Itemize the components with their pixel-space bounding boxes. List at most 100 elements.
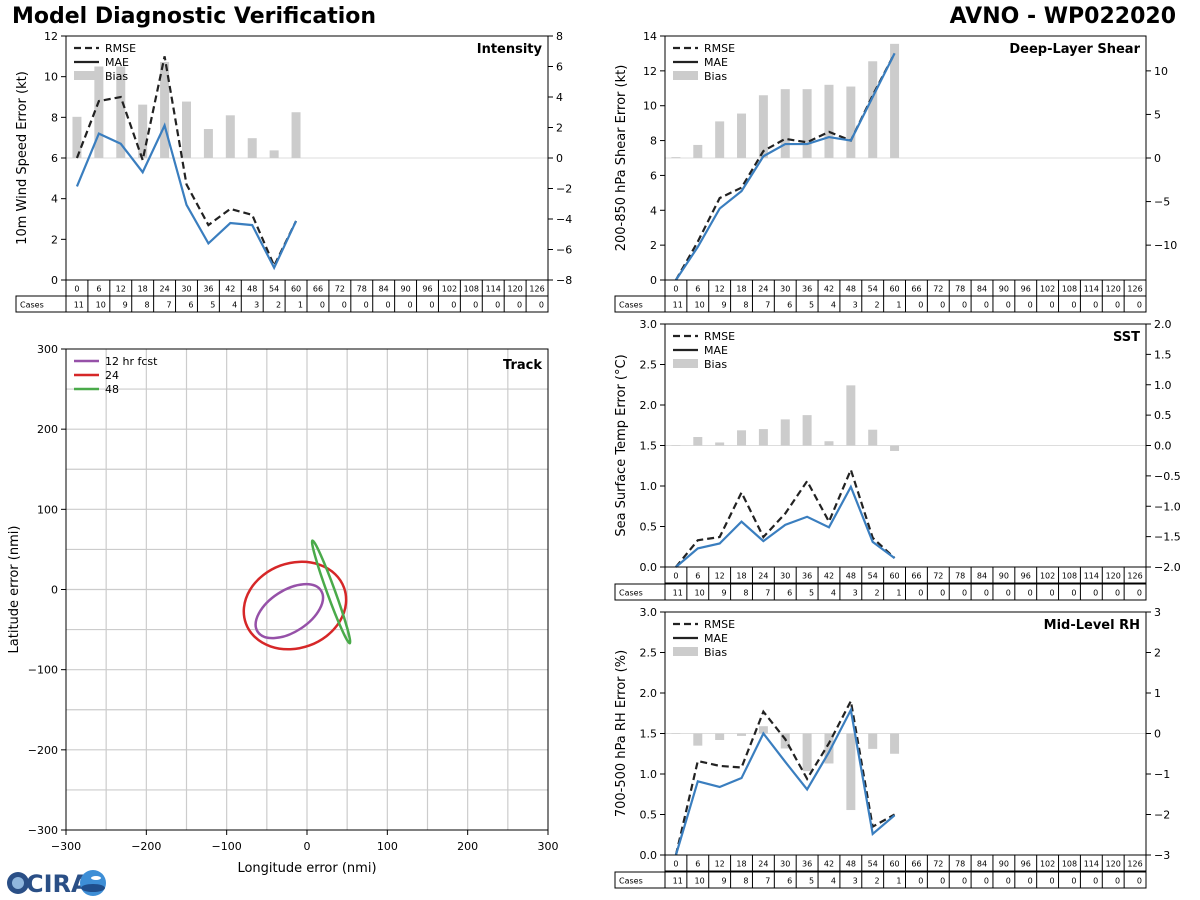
- shear-bias-bar: [802, 89, 812, 158]
- sst-cases-value: 0: [1071, 589, 1076, 598]
- rh-panel-title: Mid-Level RH: [1044, 618, 1140, 633]
- intensity-y2-tick-label: 8: [556, 30, 563, 43]
- rh-bias-bar: [693, 733, 703, 746]
- intensity-y-tick-label: 4: [51, 193, 58, 206]
- sst-y-tick-label: 1.5: [640, 440, 658, 453]
- sst-lead-time-label: 60: [889, 572, 899, 581]
- shear-y-tick-label: 8: [650, 135, 657, 148]
- shear-y-tick-label: 0: [650, 274, 657, 287]
- intensity-cases-value: 11: [74, 301, 84, 310]
- rh-lead-time-label: 78: [955, 860, 965, 869]
- rh-cases-value: 0: [1028, 877, 1033, 886]
- sst-bias-bar: [802, 415, 812, 446]
- sst-bias-bar: [824, 441, 834, 446]
- intensity-lead-time-label: 126: [529, 285, 544, 294]
- sst-cases-value: 0: [1028, 589, 1033, 598]
- shear-y-axis-label: 200-850 hPa Shear Error (kt): [614, 65, 629, 252]
- shear-y-tick-label: 14: [643, 30, 657, 43]
- cira-logo: CIRA: [7, 870, 106, 898]
- rh-bias-bar: [846, 733, 856, 811]
- sst-bias-bar: [715, 442, 725, 446]
- intensity-cases-value: 10: [96, 301, 106, 310]
- shear-y2-tick-label: −10: [1154, 239, 1177, 252]
- sst-lead-time-label: 42: [824, 572, 834, 581]
- shear-cases-value: 0: [1006, 301, 1011, 310]
- intensity-bias-bar: [72, 116, 82, 158]
- intensity-bias-bar: [138, 104, 148, 158]
- shear-cases-row: [614, 295, 1147, 313]
- rh-lead-time-label: 102: [1040, 860, 1055, 869]
- sst-y2-tick-label: −1.0: [1154, 500, 1181, 513]
- sst-lead-time-label: 84: [977, 572, 987, 581]
- rh-y-tick-label: 2.5: [640, 647, 658, 660]
- intensity-cases-value: 0: [364, 301, 369, 310]
- rh-lead-time-label: 114: [1084, 860, 1099, 869]
- intensity-lead-time-label: 108: [464, 285, 479, 294]
- rh-lead-time-label: 36: [802, 860, 812, 869]
- intensity-cases-label: Cases: [20, 301, 44, 310]
- track-ellipse-24hr: [242, 560, 348, 651]
- sst-lead-time-label: 18: [736, 572, 746, 581]
- shear-cases-value: 9: [721, 301, 726, 310]
- shear-y2-tick-label: 0: [1154, 152, 1161, 165]
- intensity-cases-value: 0: [539, 301, 544, 310]
- intensity-y-axis-label: 10m Wind Speed Error (kt): [15, 71, 30, 245]
- shear-bias-bar: [737, 113, 747, 158]
- intensity-lead-time-label: 78: [357, 285, 367, 294]
- rh-lead-time-label: 42: [824, 860, 834, 869]
- sst-cases-value: 0: [1115, 589, 1120, 598]
- track-y-tick-label: 300: [37, 343, 58, 356]
- track-x-tick-label: 300: [538, 840, 559, 853]
- shear-bias-bar: [715, 121, 725, 158]
- intensity-bias-bar: [182, 101, 191, 158]
- sst-y2-tick-label: −2.0: [1154, 561, 1181, 574]
- intensity-bias-bar: [203, 129, 213, 158]
- rh-lead-time-label: 60: [889, 860, 899, 869]
- track-y-tick-label: −200: [28, 744, 58, 757]
- sst-cases-value: 0: [984, 589, 989, 598]
- intensity-y2-tick-label: 2: [556, 122, 563, 135]
- intensity-lead-time-label: 90: [400, 285, 410, 294]
- shear-cases-value: 1: [896, 301, 901, 310]
- sst-mae-line: [675, 484, 896, 568]
- rh-y-axis-label: 700-500 hPa RH Error (%): [614, 650, 629, 817]
- rh-legend-rmse: RMSE: [704, 618, 735, 631]
- sst-bias-bar: [846, 385, 856, 446]
- shear-lead-time-label: 42: [824, 285, 834, 294]
- shear-bias-bar: [846, 86, 856, 158]
- rh-cases-value: 0: [1137, 877, 1142, 886]
- intensity-cases-value: 7: [166, 301, 171, 310]
- shear-y-tick-label: 6: [650, 169, 657, 182]
- rh-bias-bar: [671, 733, 681, 734]
- intensity-lead-time-label: 54: [269, 285, 279, 294]
- shear-cases-value: 0: [1093, 301, 1098, 310]
- shear-lead-time-label: 24: [758, 285, 768, 294]
- rh-y-tick-label: 3.0: [640, 606, 658, 619]
- intensity-mae-line: [75, 122, 298, 271]
- sst-lead-time-label: 126: [1127, 572, 1142, 581]
- track-legend-label: 24: [105, 369, 119, 382]
- intensity-cases-value: 0: [386, 301, 391, 310]
- intensity-lead-time-label: 114: [486, 285, 501, 294]
- rh-cases-value: 5: [809, 877, 814, 886]
- shear-y-tick-label: 2: [650, 239, 657, 252]
- intensity-bias-bar: [116, 66, 126, 158]
- intensity-lead-time-label: 84: [379, 285, 389, 294]
- intensity-y2-tick-label: −2: [556, 183, 572, 196]
- track-x-tick-label: 200: [457, 840, 478, 853]
- rh-rmse-line: [674, 697, 896, 856]
- rh-cases-value: 8: [743, 877, 748, 886]
- track-y-axis-label: Latitude error (nmi): [7, 526, 22, 654]
- shear-cases-value: 6: [787, 301, 792, 310]
- rh-y2-tick-label: −2: [1154, 809, 1170, 822]
- intensity-y2-tick-label: −8: [556, 274, 572, 287]
- rh-mae-line: [674, 706, 896, 856]
- rh-y2-tick-label: −3: [1154, 849, 1170, 862]
- intensity-lead-time-label: 30: [181, 285, 191, 294]
- rh-y2-tick-label: 3: [1154, 606, 1161, 619]
- intensity-lead-time-label: 0: [74, 285, 79, 294]
- sst-legend-mae: MAE: [704, 344, 728, 357]
- track-x-tick-label: −300: [51, 840, 81, 853]
- rh-lead-time-label: 96: [1021, 860, 1031, 869]
- sst-y-tick-label: 2.5: [640, 359, 658, 372]
